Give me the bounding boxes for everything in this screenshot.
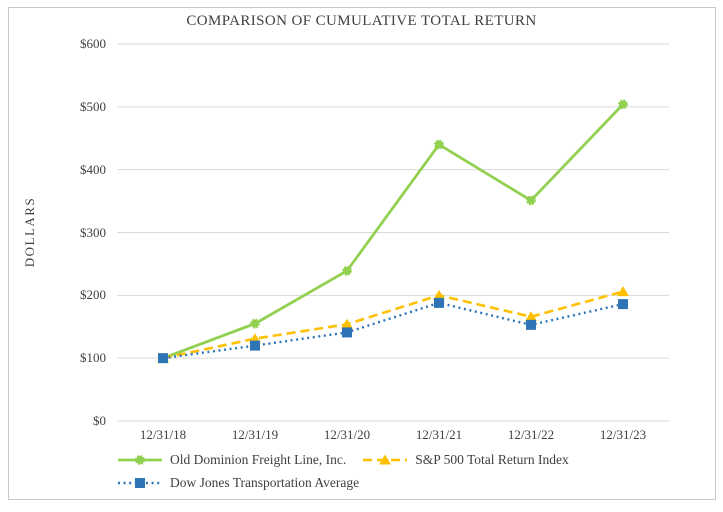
chart-title: COMPARISON OF CUMULATIVE TOTAL RETURN	[186, 13, 537, 29]
series-marker-square	[135, 478, 145, 488]
legend-item: S&P 500 Total Return Index	[362, 452, 569, 468]
y-tick-label: $200	[80, 287, 106, 303]
y-tick-label: $0	[93, 413, 106, 428]
series-square	[158, 297, 628, 364]
x-tick-label: 12/31/23	[599, 427, 647, 442]
legend-label: Old Dominion Freight Line, Inc.	[170, 452, 347, 467]
legend: Old Dominion Freight Line, Inc. S&P 500 T…	[117, 452, 662, 491]
legend-item: Old Dominion Freight Line, Inc.	[117, 452, 346, 468]
x-tick-label: 12/31/20	[323, 427, 371, 442]
series-line	[162, 301, 624, 360]
series-marker-square	[342, 327, 352, 338]
series-marker-square	[250, 340, 260, 351]
legend-swatch-icon	[118, 478, 162, 488]
y-tick-label: $400	[80, 161, 106, 177]
series-marker-circle	[250, 318, 260, 329]
series-marker-circle	[135, 455, 145, 465]
series-marker-triangle	[617, 286, 629, 297]
legend-swatch-icon	[363, 454, 408, 465]
legend-swatch-icon	[118, 455, 162, 465]
series-marker-square	[434, 297, 444, 308]
series-marker-triangle	[341, 318, 353, 329]
y-tick-label: $300	[80, 224, 106, 240]
legend-label: Dow Jones Transportation Average	[170, 475, 360, 490]
series-marker-circle	[342, 265, 352, 276]
series-marker-circle	[618, 99, 628, 110]
legend-label: S&P 500 Total Return Index	[415, 452, 569, 467]
y-tick-label: $500	[80, 98, 106, 114]
series-line	[162, 290, 624, 360]
series-circle	[158, 99, 628, 364]
x-tick-label: 12/31/18	[139, 427, 187, 442]
series-triangle	[157, 286, 629, 363]
series-marker-square	[526, 319, 536, 330]
y-tick-label: $100	[80, 350, 106, 366]
series-marker-square	[618, 299, 628, 310]
x-tick-label: 12/31/21	[415, 427, 463, 442]
series-marker-triangle	[525, 311, 537, 322]
legend-item: Dow Jones Transportation Average	[117, 475, 359, 491]
series-marker-circle	[434, 139, 444, 150]
series-marker-circle	[526, 195, 536, 206]
series-marker-square	[158, 353, 168, 364]
y-tick-label: $600	[80, 36, 106, 51]
series-marker-triangle	[433, 289, 445, 300]
series-line	[162, 103, 625, 360]
x-tick-label: 12/31/22	[507, 427, 555, 442]
series-marker-triangle	[379, 454, 392, 465]
x-tick-label: 12/31/19	[231, 427, 279, 442]
